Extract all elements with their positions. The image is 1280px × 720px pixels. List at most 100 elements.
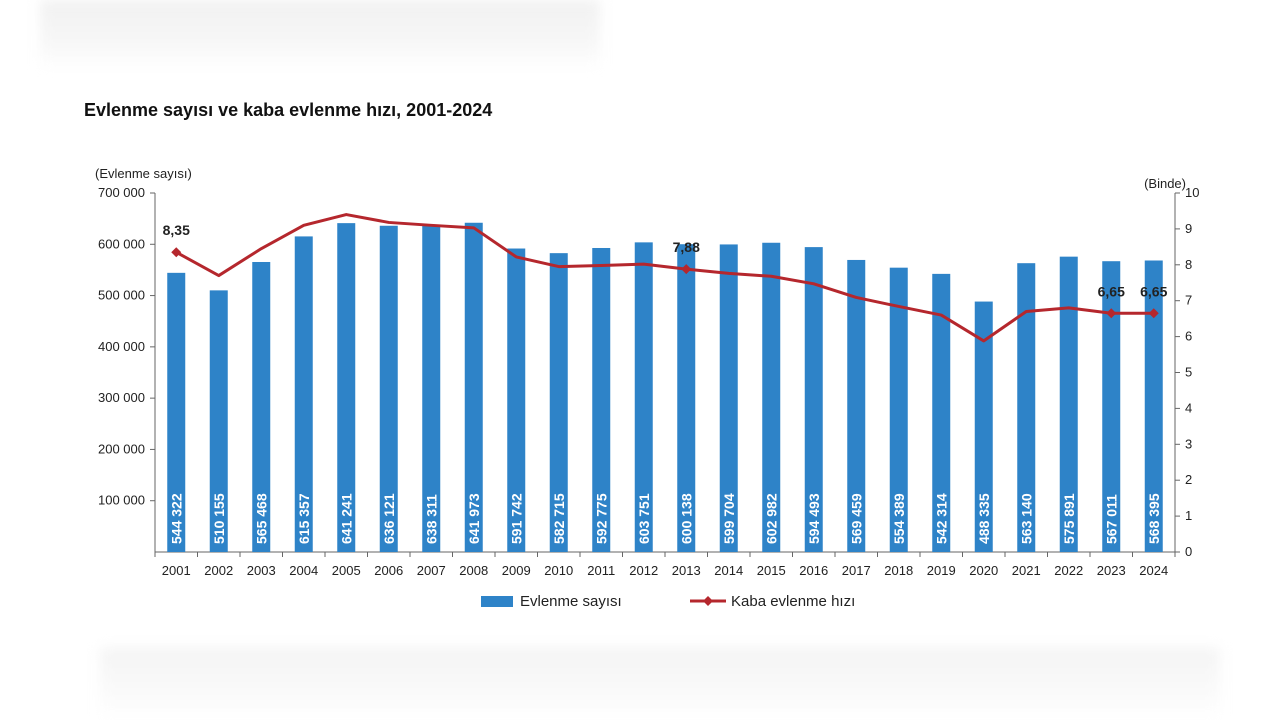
bar (1144, 260, 1163, 552)
x-tick-label: 2015 (757, 563, 786, 578)
left-tick-label: 700 000 (98, 185, 145, 200)
bar (889, 267, 908, 552)
x-tick-label: 2012 (629, 563, 658, 578)
bar (209, 290, 228, 552)
left-tick-label: 500 000 (98, 288, 145, 303)
blurred-footer-background (100, 648, 1220, 720)
right-tick-label: 5 (1185, 365, 1192, 380)
x-tick-label: 2005 (332, 563, 361, 578)
rate-marker (1106, 308, 1117, 319)
x-tick-label: 2002 (204, 563, 233, 578)
bar (932, 273, 951, 552)
x-tick-label: 2024 (1139, 563, 1168, 578)
left-tick-label: 300 000 (98, 390, 145, 405)
x-tick-label: 2006 (374, 563, 403, 578)
bar (677, 244, 696, 552)
bar (1059, 256, 1078, 552)
x-tick-label: 2019 (927, 563, 956, 578)
blurred-header-background (40, 0, 600, 70)
right-tick-label: 0 (1185, 544, 1192, 559)
legend: Evlenme sayısı Kaba evlenme hızı (481, 593, 855, 610)
bar (422, 224, 441, 553)
bar (719, 244, 738, 553)
bar-value-label: 542 314 (933, 493, 949, 544)
bar-value-label: 603 751 (636, 493, 652, 544)
legend-label-bars: Evlenme sayısı (520, 593, 622, 610)
bar (592, 247, 611, 553)
bar-value-label: 600 138 (678, 493, 694, 544)
bars-group: 544 322 510 155 565 468 615 357 641 241 636 1… (167, 222, 1163, 553)
right-tick-label: 2 (1185, 472, 1192, 487)
rate-value-label: 6,65 (1098, 283, 1125, 299)
x-tick-label: 2021 (1012, 563, 1041, 578)
bar-value-label: 569 459 (848, 493, 864, 544)
rate-marker (681, 264, 692, 275)
bar-value-label: 638 311 (423, 494, 439, 544)
bar-value-label: 510 155 (211, 493, 227, 544)
bar-value-label: 565 468 (253, 493, 269, 544)
x-tick-label: 2011 (587, 563, 615, 578)
rate-value-label: 6,65 (1140, 283, 1167, 299)
x-tick-label: 2004 (289, 563, 318, 578)
rate-line (175, 213, 1154, 343)
x-tick-labels: 2001 2002 2003 2004 2005 2006 2007 2008 2009 2010… (162, 563, 1168, 578)
bar-value-label: 602 982 (763, 493, 779, 544)
x-tick-label: 2023 (1097, 563, 1126, 578)
bar-value-label: 488 335 (976, 493, 992, 544)
bar (804, 247, 823, 552)
bar-value-label: 554 389 (891, 493, 907, 544)
bar (1017, 263, 1036, 552)
legend-label-line: Kaba evlenme hızı (731, 593, 855, 610)
bar-value-label: 636 121 (381, 493, 397, 544)
bar (337, 223, 356, 552)
bar (634, 242, 653, 552)
bar-value-label: 575 891 (1061, 493, 1077, 544)
bar (252, 261, 271, 552)
bar-value-label: 567 011 (1103, 494, 1119, 544)
left-tick-label: 600 000 (98, 236, 145, 251)
right-tick-label: 4 (1185, 400, 1192, 415)
bar-value-label: 582 715 (551, 493, 567, 544)
rate-value-label: 8,35 (163, 222, 190, 238)
bar (507, 248, 526, 553)
right-tick-label: 10 (1185, 185, 1199, 200)
chart-title: Evlenme sayısı ve kaba evlenme hızı, 200… (84, 100, 493, 120)
legend-swatch-bars (481, 596, 513, 607)
x-tick-label: 2008 (459, 563, 488, 578)
x-tick-label: 2018 (884, 563, 913, 578)
left-tick-label: 400 000 (98, 339, 145, 354)
bar-value-label: 641 241 (338, 493, 354, 544)
bar (974, 301, 993, 552)
bar-value-label: 544 322 (168, 493, 184, 544)
bar-value-label: 594 493 (806, 493, 822, 544)
left-axis-title: (Evlenme sayısı) (95, 166, 192, 181)
bar (847, 259, 866, 552)
left-tick-label: 100 000 (98, 493, 145, 508)
right-tick-label: 3 (1185, 436, 1192, 451)
bar (549, 253, 568, 552)
right-axis-title: (Binde) (1144, 176, 1186, 191)
bar-value-label: 599 704 (721, 493, 737, 544)
bar (1102, 261, 1121, 552)
right-tick-label: 6 (1185, 329, 1192, 344)
bar (762, 242, 781, 552)
bar (464, 222, 483, 552)
x-tick-label: 2017 (842, 563, 871, 578)
x-tick-label: 2010 (544, 563, 573, 578)
right-tick-label: 9 (1185, 221, 1192, 236)
x-tick-label: 2001 (162, 563, 191, 578)
x-tick-label: 2013 (672, 563, 701, 578)
right-tick-label: 1 (1185, 508, 1192, 523)
bar-value-label: 591 742 (508, 493, 524, 544)
right-tick-label: 8 (1185, 257, 1192, 272)
x-tick-label: 2009 (502, 563, 531, 578)
right-tick-label: 7 (1185, 293, 1192, 308)
axes-group: 100 000 200 000 300 000 400 000 500 000 600 0… (95, 166, 1199, 559)
rate-marker (1148, 308, 1159, 319)
legend-swatch-marker (703, 596, 713, 606)
rate-marker (171, 247, 182, 258)
bar-value-label: 568 395 (1146, 493, 1162, 544)
bar (379, 225, 398, 552)
bar (167, 272, 186, 552)
